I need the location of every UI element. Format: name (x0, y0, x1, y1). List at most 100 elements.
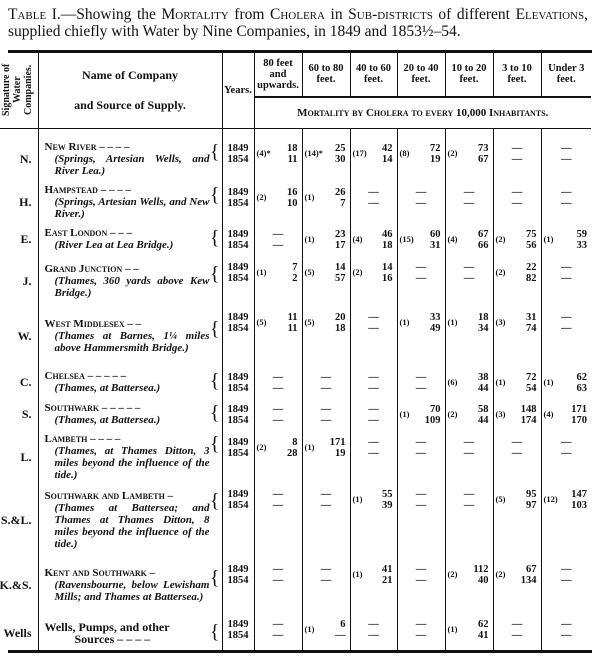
no-data-dash: — (272, 563, 284, 575)
mortality-cell-wrap: (1) 7 2 (255, 262, 302, 284)
mortality-cell: — — (540, 180, 591, 223)
brace-icon: { (209, 402, 220, 424)
no-data-dash: — (272, 629, 284, 641)
mortality-value: 72 (430, 142, 441, 154)
mortality-cell-wrap: (1) 55 39 (351, 489, 397, 511)
mortality-values: 67 134 (521, 564, 537, 586)
mortality-value: 70 (430, 403, 441, 415)
mortality-cell: (4) 46 18 (349, 222, 397, 256)
mortality-value: 72 (526, 371, 537, 383)
mortality-cell-wrap: (2) 75 56 (494, 229, 541, 251)
subdistrict-count: (5) (304, 317, 315, 327)
mortality-cell: (1) 41 21 (349, 557, 397, 613)
no-data-dash: — (368, 197, 379, 209)
no-data-dash: — (415, 499, 427, 511)
elevation-header: Under 3 feet. (540, 52, 591, 97)
supply-source: Sources – – – – (74, 631, 151, 646)
mortality-value: 170 (571, 414, 587, 426)
no-data-dash: — (463, 272, 475, 284)
company-name-wrap: Hampstead – – – – (Springs, Artesian Well… (45, 184, 220, 220)
mortality-value: 55 (382, 488, 393, 500)
company-signature: K.&S. (0, 578, 32, 592)
mortality-cell: — — (396, 365, 445, 398)
no-data-dash: — (463, 488, 475, 500)
mortality-cell: — — (492, 136, 541, 181)
no-data-dash: — (272, 499, 284, 511)
subdistrict-count: (1) (304, 624, 315, 634)
no-data-dash: — (368, 403, 379, 415)
table-row: S.&L. Southwark and Lambeth – (Thames at B… (0, 482, 591, 558)
mortality-value: 103 (571, 499, 587, 511)
mortality-value: 174 (520, 414, 537, 426)
years-cell: 1849 1854 (221, 482, 254, 558)
no-data-dash: — (511, 447, 523, 459)
subdistrict-count: (5) (495, 494, 506, 504)
mortality-values: 75 56 (526, 229, 537, 251)
mortality-cell: (1) 26 7 (301, 180, 350, 223)
no-data-dash: — (272, 574, 284, 586)
subdistrict-count: (2) (495, 234, 506, 244)
elevation-header: 60 to 80 feet. (301, 52, 350, 97)
mortality-cell-wrap: (1) 62 63 (542, 372, 592, 394)
company-name-text: Southwark and Lambeth – (Thames at Batter… (45, 490, 210, 550)
no-data-dash: — (463, 261, 475, 273)
no-data-dash: — (272, 414, 284, 426)
table-row: S. Southwark – – – – – (Thames, at Batters… (0, 397, 591, 431)
mortality-cell-wrap: (3) 148 174 (494, 404, 541, 426)
mortality-value: 67 (526, 563, 537, 575)
company-name-wrap: Chelsea – – – – – (Thames, at Battersea.)… (45, 370, 220, 394)
no-data-dash: — (320, 563, 332, 575)
no-data-dash: — (368, 311, 379, 323)
no-data-dash: — (415, 447, 427, 459)
year: 1854 (227, 447, 249, 459)
mortality-values: 26 7 (335, 187, 346, 209)
mortality-value: 54 (526, 382, 537, 394)
company-signature: J. (22, 273, 32, 288)
mortality-cell: (1) 62 63 (540, 365, 592, 398)
mortality-value: 23 (335, 228, 346, 240)
mortality-cell-wrap: (1) 59 33 (542, 229, 592, 251)
mortality-cell: (2) 67 134 (492, 557, 541, 613)
company-name-cell: Southwark and Lambeth – (Thames at Batter… (37, 482, 222, 558)
mortality-value: 97 (526, 499, 537, 511)
mortality-value: 42 (382, 142, 393, 154)
year: 1849 (227, 403, 249, 415)
mortality-value: 56 (526, 239, 537, 251)
mortality-cell: — — (540, 612, 591, 653)
subdistrict-count: (1) (543, 377, 554, 387)
no-data-dash: — (272, 228, 284, 240)
mortality-cell-wrap: (1) 171 19 (303, 437, 350, 459)
mortality-cell: — — (444, 180, 493, 223)
no-data-dash: — (561, 574, 572, 586)
mortality-value: 40 (478, 574, 489, 586)
brace-icon: { (209, 262, 220, 285)
mortality-cell: — — (349, 365, 397, 398)
year: 1849 (227, 261, 249, 273)
table-row: J. Grand Junction – – (Thames, 360 yards a… (0, 255, 591, 306)
company-name-cell: Lambeth – – – – (Thames, at Thames Ditton… (37, 430, 222, 483)
mortality-cell-wrap: (4)* 18 11 (255, 143, 302, 165)
company-name-cell: Hampstead – – – – (Springs, Artesian Well… (37, 180, 222, 223)
elevation-header: 3 to 10 feet. (492, 52, 541, 97)
mortality-value: 11 (287, 153, 298, 165)
company-name: New River – – – – (44, 140, 130, 153)
company-name-wrap: Southwark and Lambeth – (Thames at Batter… (45, 490, 220, 550)
year: 1854 (227, 322, 249, 334)
mortality-cell: (2) 112 40 (444, 557, 493, 613)
company-name-cell: Kent and Southwark – (Ravensbourne, below… (37, 557, 222, 613)
mortality-cell: — — (301, 365, 350, 398)
mortality-cell-wrap: (1) 33 49 (398, 312, 445, 334)
no-data-dash: — (415, 186, 427, 198)
table-row: W. West Middlesex – – (Thames at Barnes, 1… (0, 305, 591, 366)
mortality-cell: (8) 72 19 (396, 136, 445, 181)
bottom-rule (8, 650, 592, 653)
brace-icon: { (209, 490, 220, 512)
subdistrict-count: (1) (399, 317, 410, 327)
mortality-value: 31 (526, 311, 537, 323)
company-name: Lambeth – – – – (44, 432, 121, 445)
year: 1854 (227, 499, 249, 511)
mortality-cell: (3) 148 174 (492, 397, 541, 431)
year: 1849 (227, 618, 249, 630)
company-signature: S. (21, 407, 32, 421)
mortality-cell: — — (492, 430, 541, 483)
